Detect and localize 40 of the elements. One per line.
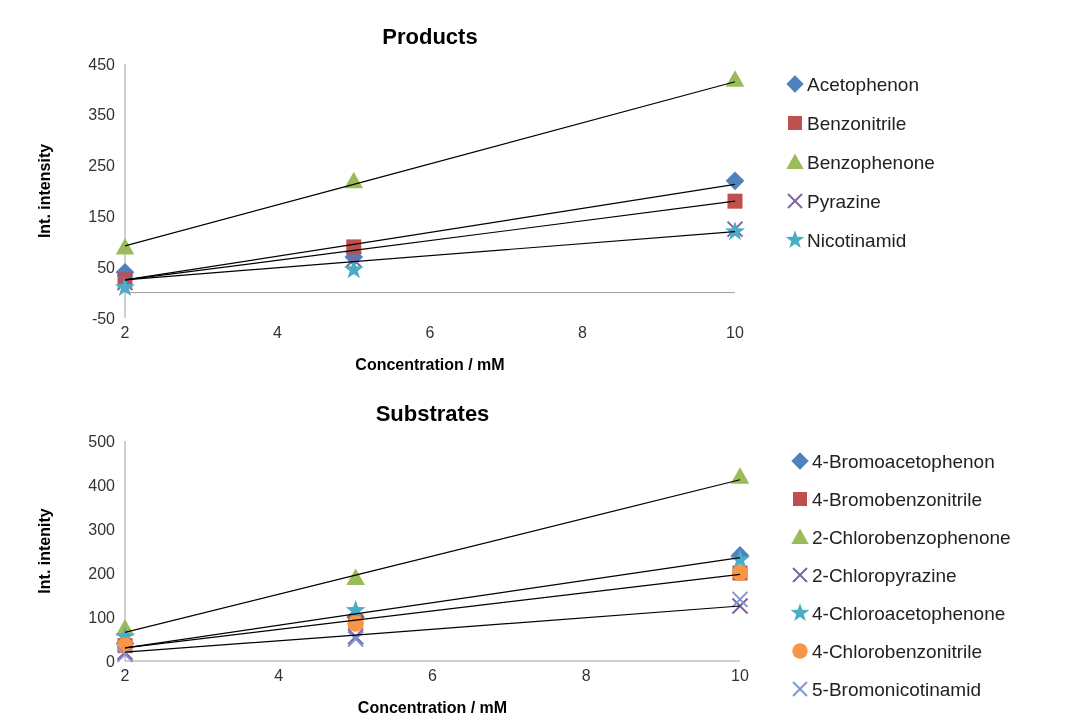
y-tick-label: 250	[88, 157, 116, 175]
x-axis-title: Concentration / mM	[355, 356, 505, 373]
x-tick-label: 6	[425, 324, 435, 341]
legend-label: Pyrazine	[807, 190, 881, 212]
y-tick-label: 300	[88, 520, 116, 538]
legend-label: 4-Chlorobenzonitrile	[812, 640, 983, 662]
x-tick-label: 8	[578, 324, 588, 341]
x-axis-title: Concentration / mM	[357, 699, 508, 716]
y-tick-label: -50	[91, 309, 116, 327]
y-axis-title: Int. intensity	[36, 143, 53, 239]
x-tick-label: 6	[428, 667, 438, 684]
legend-label: 5-Bromonicotinamid	[812, 678, 981, 700]
x-tick-label: 4	[274, 667, 284, 684]
chart-title: Products	[382, 24, 478, 49]
legend-label: 4-Bromobenzonitrile	[812, 488, 983, 510]
y-tick-label: 150	[88, 208, 116, 225]
chart-title: Substrates	[375, 401, 490, 426]
legend-label: Benzonitrile	[807, 112, 907, 134]
y-tick-label: 500	[88, 432, 116, 450]
x-tick-label: 2	[120, 324, 130, 341]
y-axis-title: Int. intenity	[36, 508, 53, 594]
legend-label: 4-Chloroacetophenone	[812, 602, 1006, 624]
legend-label: 2-Chlorobenzophenone	[812, 526, 1011, 548]
y-tick-label: 400	[88, 476, 116, 494]
legend-label: Acetophenon	[807, 73, 919, 95]
y-tick-label: 50	[97, 258, 116, 276]
y-tick-label: 200	[88, 564, 116, 582]
legend-label: 2-Chloropyrazine	[812, 564, 957, 586]
x-tick-label: 10	[731, 667, 749, 684]
y-tick-label: 0	[106, 652, 116, 670]
legend-label: 4-Bromoacetophenon	[812, 450, 995, 472]
x-tick-label: 4	[273, 324, 283, 341]
y-tick-label: 100	[88, 608, 116, 626]
legend-label: Benzophenone	[807, 151, 935, 173]
legend-label: Nicotinamid	[807, 229, 907, 251]
y-tick-label: 450	[88, 55, 116, 73]
y-tick-label: 350	[88, 106, 116, 124]
x-tick-label: 10	[726, 324, 744, 341]
x-tick-label: 8	[581, 667, 591, 684]
x-tick-label: 2	[120, 667, 130, 684]
